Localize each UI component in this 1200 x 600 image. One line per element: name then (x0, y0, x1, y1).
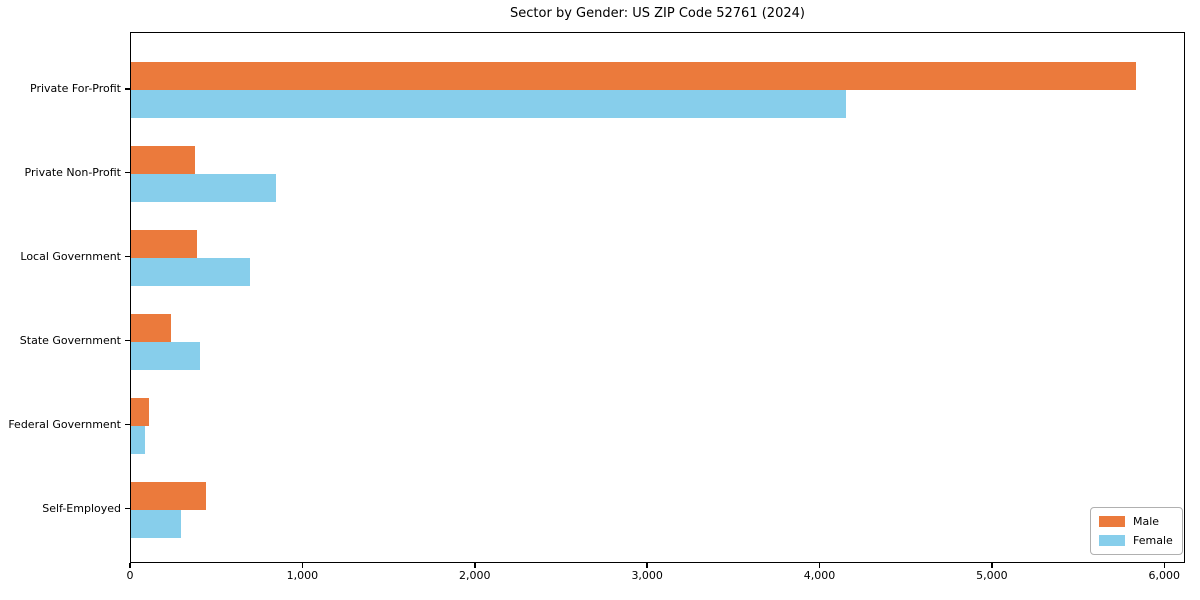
legend-label: Female (1133, 534, 1173, 547)
bar-male-3 (131, 313, 171, 342)
x-tick-mark (1163, 563, 1166, 568)
bar-female-2 (131, 257, 250, 286)
bar-female-5 (131, 509, 181, 538)
chart-title: Sector by Gender: US ZIP Code 52761 (202… (510, 6, 805, 21)
legend-item-female: Female (1099, 534, 1173, 547)
x-tick-mark (301, 563, 304, 568)
x-tick-mark (474, 563, 476, 568)
legend-swatch-female (1099, 535, 1125, 546)
bar-male-1 (131, 145, 195, 174)
x-tick-mark (818, 563, 821, 568)
legend-label: Male (1133, 515, 1160, 528)
y-tick-mark (125, 88, 130, 90)
x-tick-mark (129, 563, 131, 568)
x-tick-label: 4,000 (803, 569, 836, 582)
bar-female-3 (131, 341, 200, 370)
legend-item-male: Male (1099, 515, 1173, 528)
y-tick-mark (125, 423, 130, 426)
y-tick-label: Local Government (20, 249, 121, 263)
y-tick-mark (125, 255, 130, 258)
y-tick-label: State Government (19, 333, 121, 347)
x-tick-label: 2,000 (459, 569, 491, 582)
y-tick-label: Self-Employed (42, 501, 121, 515)
x-tick-label: 6,000 (1148, 569, 1181, 582)
x-tick-label: 0 (126, 569, 134, 582)
bar-female-4 (131, 425, 145, 454)
x-tick-label: 3,000 (631, 569, 663, 582)
bar-male-0 (131, 62, 1136, 90)
bar-male-5 (131, 481, 206, 510)
bar-female-0 (131, 90, 847, 118)
legend-swatch-male (1099, 516, 1125, 527)
x-tick-mark (646, 563, 648, 568)
legend: Male Female (1090, 507, 1183, 555)
y-tick-label: Federal Government (8, 417, 121, 431)
y-tick-mark (125, 171, 130, 174)
x-tick-mark (991, 563, 993, 568)
y-tick-label: Private Non-Profit (24, 165, 121, 179)
bar-male-2 (131, 229, 197, 258)
plot-area (130, 32, 1185, 563)
y-tick-label: Private For-Profit (30, 82, 121, 95)
bar-female-1 (131, 173, 276, 202)
bar-male-4 (131, 397, 150, 426)
y-tick-mark (125, 507, 130, 509)
y-tick-mark (125, 339, 130, 342)
x-tick-label: 5,000 (976, 569, 1008, 582)
x-tick-label: 1,000 (286, 569, 319, 582)
